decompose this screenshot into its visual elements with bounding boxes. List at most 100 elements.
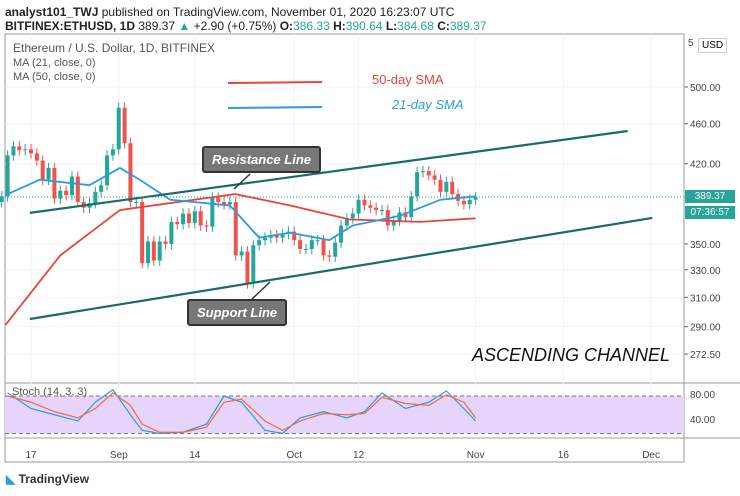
sma21-line	[4, 166, 476, 242]
author: analyst101_TWJ	[5, 5, 99, 19]
candle	[303, 248, 308, 250]
candle	[181, 213, 186, 225]
currency-button[interactable]: USD	[698, 38, 728, 53]
candle	[157, 241, 162, 261]
sma21-key-line	[227, 106, 323, 109]
price-tick: 420.00	[690, 160, 721, 171]
support-trendline	[29, 216, 653, 321]
candle	[204, 225, 209, 227]
candle	[251, 245, 256, 284]
change: +2.90 (+0.75%)	[193, 19, 277, 33]
candle	[245, 251, 250, 284]
candle	[99, 185, 104, 192]
close-label: C:	[437, 19, 450, 33]
candle	[210, 197, 215, 227]
resistance-trendline	[29, 129, 628, 214]
candle	[344, 218, 349, 226]
ma50-legend: MA (50, close, 0)	[13, 71, 96, 83]
candle	[192, 211, 197, 224]
stoch-tick-40: 40.00	[690, 415, 716, 426]
candle	[473, 197, 478, 200]
candle	[105, 155, 110, 186]
logo-icon: ◣	[6, 472, 16, 486]
candle	[69, 176, 74, 196]
candle	[350, 213, 355, 219]
time-tick: Dec	[642, 450, 660, 461]
candle	[321, 240, 326, 256]
candle	[128, 143, 133, 203]
last-price-tag: 389.37	[685, 190, 735, 203]
candle	[280, 233, 285, 238]
candle	[339, 225, 344, 243]
candle	[5, 155, 10, 197]
candle	[409, 196, 414, 218]
candle	[274, 235, 279, 238]
time-tick: Sep	[110, 450, 128, 461]
candle	[374, 207, 379, 211]
candle	[327, 255, 332, 257]
candle	[233, 202, 238, 256]
candle	[444, 181, 449, 192]
candle	[315, 240, 320, 242]
candle	[122, 107, 127, 144]
sma21-annotation: 21-day SMA	[392, 97, 464, 112]
price-tick: 5	[688, 38, 694, 49]
price-tick: 460.00	[690, 120, 721, 131]
candle	[298, 240, 303, 249]
candle	[34, 153, 39, 161]
candle	[116, 107, 121, 150]
candle	[368, 205, 373, 208]
countdown-tag: 07:36:57	[685, 206, 735, 219]
high-label: H:	[333, 19, 346, 33]
candle	[151, 241, 156, 261]
candle	[64, 190, 69, 196]
price-tick: 500.00	[690, 83, 721, 94]
candle	[169, 221, 174, 244]
time-tick: 16	[558, 450, 570, 461]
price-tick: 310.00	[690, 293, 721, 304]
candle	[17, 146, 22, 151]
high-value: 390.64	[345, 19, 383, 33]
time-tick: 17	[25, 450, 37, 461]
candle	[0, 196, 4, 203]
candle	[186, 213, 191, 224]
candle	[239, 251, 244, 256]
candle	[380, 210, 384, 212]
chart-title: Ethereum / U.S. Dollar, 1D, BITFINEX	[13, 41, 216, 55]
open-value: 386.33	[293, 19, 330, 33]
candle	[75, 176, 80, 203]
candle	[23, 149, 28, 151]
support-line-label: Support Line	[187, 299, 288, 326]
time-tick: 14	[189, 450, 201, 461]
price-tick: 272.50	[690, 350, 721, 361]
time-tick: Nov	[467, 450, 485, 461]
stoch-legend: Stoch (14, 3, 3)	[12, 386, 88, 398]
price-tick: 330.00	[690, 266, 721, 277]
candle	[52, 167, 57, 199]
candle	[222, 202, 227, 205]
up-arrow-icon: ▲	[178, 19, 191, 33]
candle	[333, 242, 338, 257]
symbol: BITFINEX:ETHUSD, 1D	[5, 19, 136, 33]
candle	[420, 171, 425, 173]
time-tick: 12	[353, 450, 365, 461]
candle	[426, 171, 431, 176]
brand-name: TradingView	[18, 472, 90, 486]
candle	[11, 146, 16, 156]
time-tick: Oct	[286, 450, 302, 461]
low-value: 384.68	[397, 19, 434, 33]
candle	[362, 199, 367, 206]
candle	[110, 149, 115, 156]
sma50-line	[4, 193, 476, 326]
candle	[40, 160, 45, 180]
published-info: published on TradingView.com, November 0…	[101, 5, 455, 19]
candle	[438, 179, 443, 192]
resistance-line-label: Resistance Line	[202, 146, 321, 173]
candle	[198, 211, 203, 226]
ma21-legend: MA (21, close, 0)	[13, 57, 96, 69]
candle	[227, 202, 232, 205]
candle	[391, 220, 396, 226]
candle	[263, 237, 267, 241]
candle	[309, 240, 314, 249]
